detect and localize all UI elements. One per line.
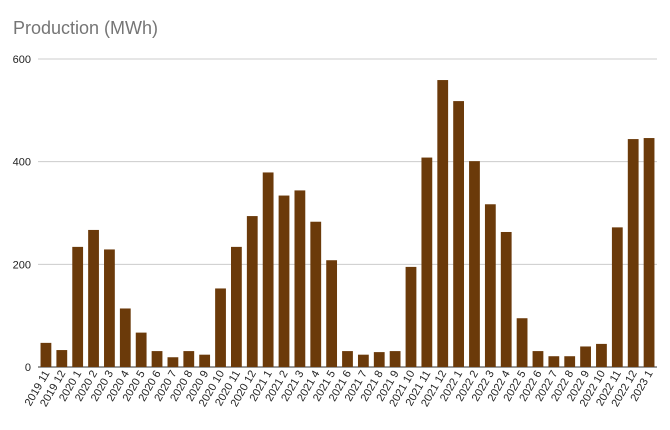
bar: [56, 350, 68, 367]
bar: [643, 138, 655, 367]
bar: [500, 231, 512, 367]
bar: [564, 356, 576, 367]
bar: [357, 354, 369, 367]
bar: [580, 346, 591, 367]
bar: [421, 157, 433, 367]
bar: [437, 80, 449, 368]
bar: [389, 351, 401, 367]
bar: [151, 351, 163, 367]
bar: [596, 343, 607, 367]
bar: [40, 342, 52, 367]
bar: [516, 318, 528, 367]
bar: [548, 356, 560, 367]
bar: [278, 195, 290, 367]
bar: [215, 288, 226, 367]
bar: [532, 351, 544, 367]
bar: [326, 260, 338, 367]
bar: [119, 308, 131, 367]
bar: [627, 139, 639, 367]
bar: [262, 172, 274, 367]
bar: [135, 332, 147, 367]
bar: [246, 216, 258, 367]
bar: [104, 249, 115, 367]
bar: [199, 354, 211, 367]
gridlines: [38, 58, 657, 368]
bar: [484, 204, 496, 367]
bar: [88, 229, 99, 367]
bar: [183, 351, 195, 367]
bar: [342, 351, 353, 367]
bars: [40, 80, 655, 368]
y-tick-label: 400: [13, 157, 31, 169]
bar: [405, 266, 417, 367]
chart-title: Production (MWh): [13, 18, 159, 38]
bar: [469, 161, 480, 367]
y-axis-ticks: 0 200 400 600: [13, 54, 31, 374]
bar: [167, 357, 179, 367]
y-tick-label: 0: [25, 362, 31, 374]
bar: [72, 246, 84, 367]
bar: [373, 352, 385, 367]
bar: [294, 190, 306, 367]
bar: [453, 101, 464, 367]
bar: [310, 221, 322, 367]
bar: [611, 227, 623, 367]
y-tick-label: 200: [13, 259, 31, 271]
y-tick-label: 600: [13, 54, 31, 66]
bar: [231, 246, 242, 367]
